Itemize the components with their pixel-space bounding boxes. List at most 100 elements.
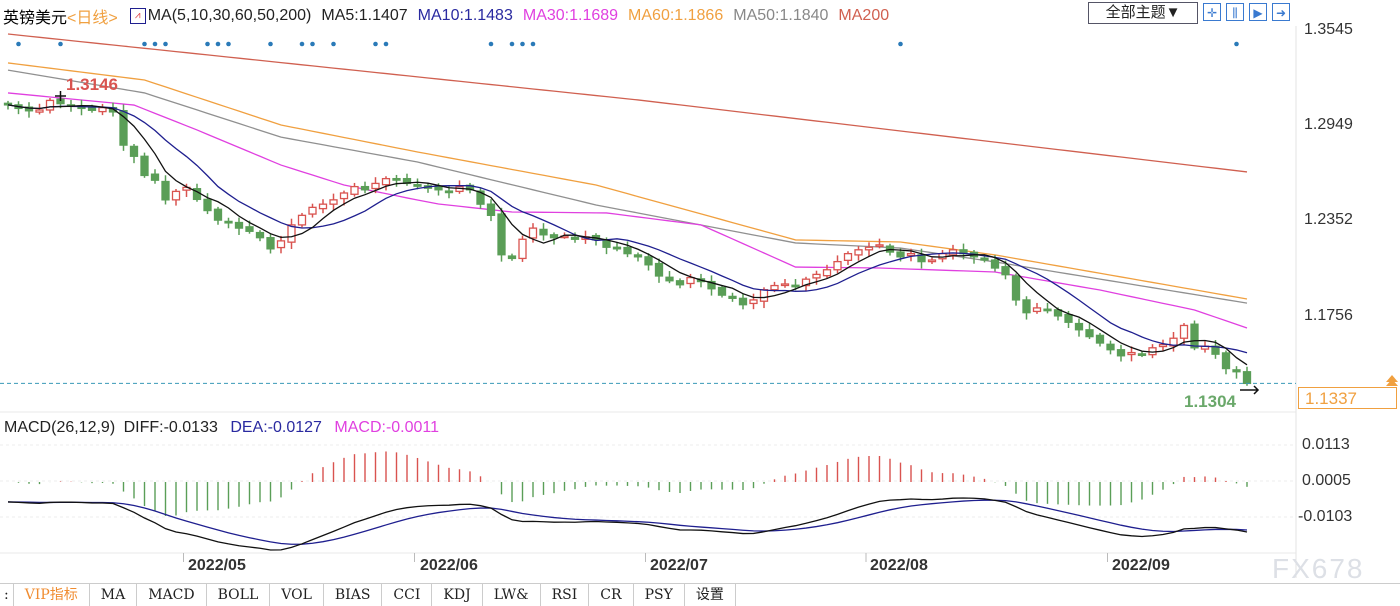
signal-marker — [163, 41, 168, 47]
ma-chart-icon[interactable]: ⩘ — [129, 8, 146, 24]
candle-body — [1137, 353, 1147, 357]
candle-body — [749, 299, 758, 305]
candle-body — [612, 246, 622, 250]
candle-body — [245, 226, 254, 232]
price-tick: 1.1756 — [1304, 307, 1353, 324]
candle-body — [812, 273, 821, 279]
candle-body — [654, 262, 664, 277]
candle-body — [665, 276, 674, 282]
tab-vip[interactable]: VIP指标 — [14, 584, 90, 606]
tab-rsi[interactable]: RSI — [541, 584, 590, 606]
candle-body — [644, 256, 653, 266]
candle-body — [161, 180, 170, 201]
candle-body — [234, 221, 244, 229]
candle-body — [119, 109, 128, 146]
ma200-line — [7, 33, 1248, 173]
signal-marker — [383, 41, 389, 47]
candle-body — [623, 246, 632, 255]
candle-body — [371, 182, 380, 190]
signal-marker — [142, 41, 147, 47]
date-label: 2022/09 — [1112, 557, 1170, 574]
macd-tick: -0.0103 — [1298, 508, 1353, 525]
tab-vol[interactable]: VOL — [270, 584, 324, 606]
candle-body — [150, 173, 160, 181]
candle-body — [1001, 266, 1010, 276]
candle-body — [1011, 275, 1021, 301]
candle-body — [140, 155, 149, 177]
candle-body — [906, 252, 916, 257]
ma60-line — [7, 62, 1248, 300]
ma60-value: MA60:1.1866 — [628, 7, 724, 24]
signal-marker — [520, 41, 525, 47]
ma10-value: MA10:1.1483 — [417, 7, 513, 24]
crosshair-icon[interactable]: ✛ — [1203, 3, 1221, 21]
signal-marker — [488, 41, 494, 47]
high-marker-icon — [55, 91, 66, 101]
candle-body — [1064, 313, 1073, 323]
macd-dea: DEA:-0.0127 — [230, 419, 322, 436]
candle-body — [528, 227, 538, 239]
tab-macd[interactable]: MACD — [137, 584, 207, 606]
candle-body — [507, 255, 517, 260]
candle-body — [224, 220, 233, 224]
indicator-tabs: : VIP指标 MA MACD BOLL VOL BIAS CCI KDJ LW… — [0, 583, 1400, 606]
step-icon[interactable]: ▶ — [1249, 3, 1267, 21]
macd-tick: 0.0005 — [1302, 472, 1351, 489]
candle-body — [476, 190, 485, 205]
candle-body — [276, 240, 286, 249]
tab-kdj[interactable]: KDJ — [432, 584, 483, 606]
bars-icon[interactable]: ⫼ — [1226, 3, 1244, 21]
candle-body — [791, 284, 800, 288]
signal-marker — [331, 41, 336, 47]
tab-scroll-left[interactable]: : — [0, 584, 14, 606]
candle-body — [539, 228, 548, 236]
candle-body — [1232, 369, 1241, 373]
tab-ma[interactable]: MA — [90, 584, 138, 606]
candle-body — [1127, 351, 1136, 356]
signal-marker — [530, 41, 536, 47]
candle-body — [675, 280, 685, 286]
candle-body — [518, 238, 527, 260]
signal-marker — [16, 41, 21, 47]
low-marker-icon — [1240, 385, 1260, 395]
symbol-title: 英镑美元 — [3, 10, 68, 27]
period-selector[interactable]: <日线> — [67, 10, 118, 27]
candle-body — [717, 286, 727, 296]
candle-body — [854, 249, 863, 256]
macd-tick: 0.0113 — [1302, 436, 1350, 453]
tab-psy[interactable]: PSY — [634, 584, 685, 606]
tab-boll[interactable]: BOLL — [207, 584, 271, 606]
candle-body — [980, 257, 989, 261]
candle-body — [822, 269, 832, 277]
candle-body — [444, 190, 454, 194]
candle-body — [1085, 329, 1094, 338]
candle-body — [570, 236, 580, 240]
candle-body — [770, 284, 779, 291]
candle-body — [171, 190, 181, 201]
candle-body — [392, 177, 401, 181]
tab-bias[interactable]: BIAS — [324, 584, 383, 606]
tab-settings[interactable]: 设置 — [685, 584, 736, 606]
candle-body — [203, 198, 212, 212]
signal-marker — [299, 41, 305, 47]
candle-body — [633, 254, 643, 258]
tab-lw[interactable]: LW& — [483, 584, 541, 606]
macd-header: MACD(26,12,9) DIFF:-0.0133 DEA:-0.0127 M… — [4, 419, 447, 437]
macd-title: MACD(26,12,9) — [4, 419, 116, 436]
candle-body — [738, 297, 748, 306]
price-up-arrow-icon — [1386, 375, 1398, 386]
candle-body — [1022, 299, 1031, 314]
candle-body — [45, 99, 55, 111]
candle-body — [350, 185, 359, 195]
tab-cci[interactable]: CCI — [382, 584, 433, 606]
theme-dropdown[interactable]: 全部主题▼ — [1088, 2, 1198, 24]
tab-cr[interactable]: CR — [589, 584, 634, 606]
signal-marker — [226, 41, 231, 47]
signal-marker — [58, 41, 63, 47]
candle-body — [339, 192, 349, 200]
candle-body — [1158, 343, 1168, 348]
macd-diff: DIFF:-0.0133 — [123, 419, 218, 436]
candle-body — [486, 203, 496, 216]
forward-icon[interactable]: ➜ — [1272, 3, 1290, 21]
